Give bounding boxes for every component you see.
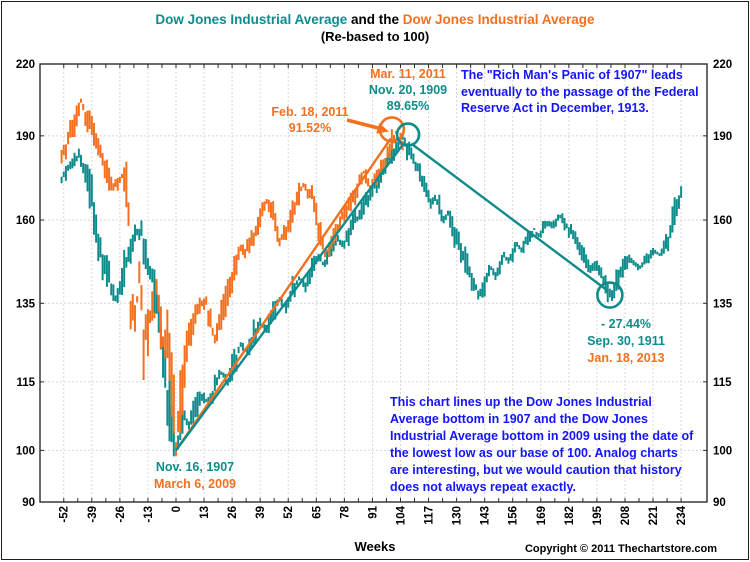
title-series-1907: Dow Jones Industrial Average: [155, 12, 348, 27]
y-axis-label-right: 135: [713, 298, 733, 310]
x-axis-label: 169: [536, 506, 548, 525]
annotation-comment-line6: does not always repeat exactly.: [390, 480, 576, 494]
x-axis-label: -52: [59, 506, 71, 523]
annotation-feb-date: Feb. 18, 2011: [271, 105, 349, 119]
series-orange: [60, 98, 404, 456]
annotation-comment-line2: Average bottom in 1907 and the Dow Jones: [390, 412, 648, 426]
annotation-decline-date-2013: Jan. 18, 2013: [587, 351, 665, 365]
x-axis-label: 156: [508, 506, 520, 525]
y-axis-label-left: 220: [16, 59, 35, 71]
trend-line-orange: [175, 137, 392, 452]
annotation-bottom-1907: Nov. 16, 1907: [155, 460, 235, 474]
x-axis-label: 195: [592, 505, 604, 525]
x-axis-label: 234: [676, 505, 688, 525]
annotation-arrow-head: [376, 123, 389, 134]
y-axis-label-right: 160: [713, 215, 732, 227]
y-axis-label-left: 90: [22, 497, 35, 509]
annotation-decline: - 27.44% Sep. 30, 1911 Jan. 18, 2013: [566, 316, 686, 367]
x-axis-label: 26: [227, 506, 239, 519]
title-series-2009: Dow Jones Industrial Average: [402, 12, 595, 27]
x-axis-label: 52: [283, 506, 295, 519]
annotation-bottom-2009: March 6, 2009: [154, 477, 236, 491]
annotation-comment-line1: This chart lines up the Dow Jones Indust…: [390, 395, 652, 409]
y-axis-label-right: 90: [713, 497, 726, 509]
y-axis-label-left: 160: [16, 215, 35, 227]
annotation-decline-date-1911: Sep. 30, 1911: [587, 334, 665, 348]
x-axis-label: -13: [143, 506, 155, 523]
y-axis-label-right: 115: [713, 377, 732, 389]
x-axis-label: -39: [87, 506, 99, 523]
x-axis-label: 117: [424, 506, 436, 525]
chart-title: Dow Jones Industrial Average and the Dow…: [0, 12, 750, 27]
x-axis-label: 143: [480, 506, 492, 525]
y-axis-label-left: 115: [16, 377, 35, 389]
x-axis-label: 78: [339, 505, 351, 518]
x-axis-label: 221: [648, 505, 660, 525]
title-connector: and the: [347, 12, 403, 27]
annotation-peak-gain: 89.65%: [386, 99, 430, 113]
y-axis-label-right: 100: [713, 445, 732, 457]
y-axis-label-right: 190: [713, 131, 732, 143]
y-axis-label-left: 135: [16, 298, 36, 310]
annotation-comment-line5: are interesting, but we would caution th…: [390, 463, 682, 477]
x-axis-label: 39: [255, 506, 267, 519]
annotation-peak-date-2011: Mar. 11, 2011: [370, 67, 446, 81]
annotation-feb-2011: Feb. 18, 2011 91.52%: [250, 104, 370, 136]
annotation-comment: This chart lines up the Dow Jones Indust…: [390, 394, 693, 496]
chart-subtitle: (Re-based to 100): [320, 29, 430, 44]
annotation-panic-line3: Reserve Act in December, 1913.: [461, 101, 649, 115]
annotation-panic-line2: eventually to the passage of the Federal: [461, 84, 699, 99]
highlight-circle-teal: [395, 122, 421, 147]
x-axis-label: 13: [199, 506, 211, 519]
annotation-comment-line4: the lowest low as our base of 100. Analo…: [390, 446, 678, 460]
annotation-feb-gain: 91.52%: [288, 121, 332, 135]
annotation-peak-date-1909: Nov. 20, 1909: [368, 83, 448, 97]
annotation-panic-1907: The "Rich Man's Panic of 1907" leads eve…: [461, 67, 699, 117]
plot-border: [39, 63, 708, 503]
x-axis-label: -26: [115, 506, 127, 523]
trend-line-teal: [175, 144, 404, 452]
y-axis-label-left: 100: [16, 445, 35, 457]
x-axis-label: 0: [171, 506, 183, 512]
x-axis-label: 65: [311, 505, 323, 518]
copyright-notice: Copyright © 2011 Thechartstore.com: [524, 543, 718, 555]
x-axis-title: Weeks: [354, 539, 396, 554]
y-axis-label-left: 190: [16, 131, 35, 143]
x-axis-label: 182: [564, 506, 576, 525]
y-axis-label-right: 220: [713, 59, 732, 71]
annotation-panic-line1: The "Rich Man's Panic of 1907" leads: [461, 68, 683, 82]
annotation-arrow-shaft: [346, 118, 381, 131]
annotation-bottom-dates: Nov. 16, 1907 March 6, 2009: [135, 459, 255, 493]
annotation-decline-pct: - 27.44%: [600, 317, 652, 331]
x-axis-label: 91: [367, 505, 379, 518]
x-axis-label: 104: [395, 505, 407, 525]
x-axis-label: 208: [620, 505, 632, 525]
annotation-peak: Mar. 11, 2011 Nov. 20, 1909 89.65%: [346, 66, 470, 114]
trend-line-teal: [410, 142, 609, 292]
highlight-circle-teal: [596, 281, 624, 309]
annotation-comment-line3: Industrial Average bottom in 2009 using …: [390, 429, 694, 443]
x-axis-label: 130: [452, 506, 464, 525]
